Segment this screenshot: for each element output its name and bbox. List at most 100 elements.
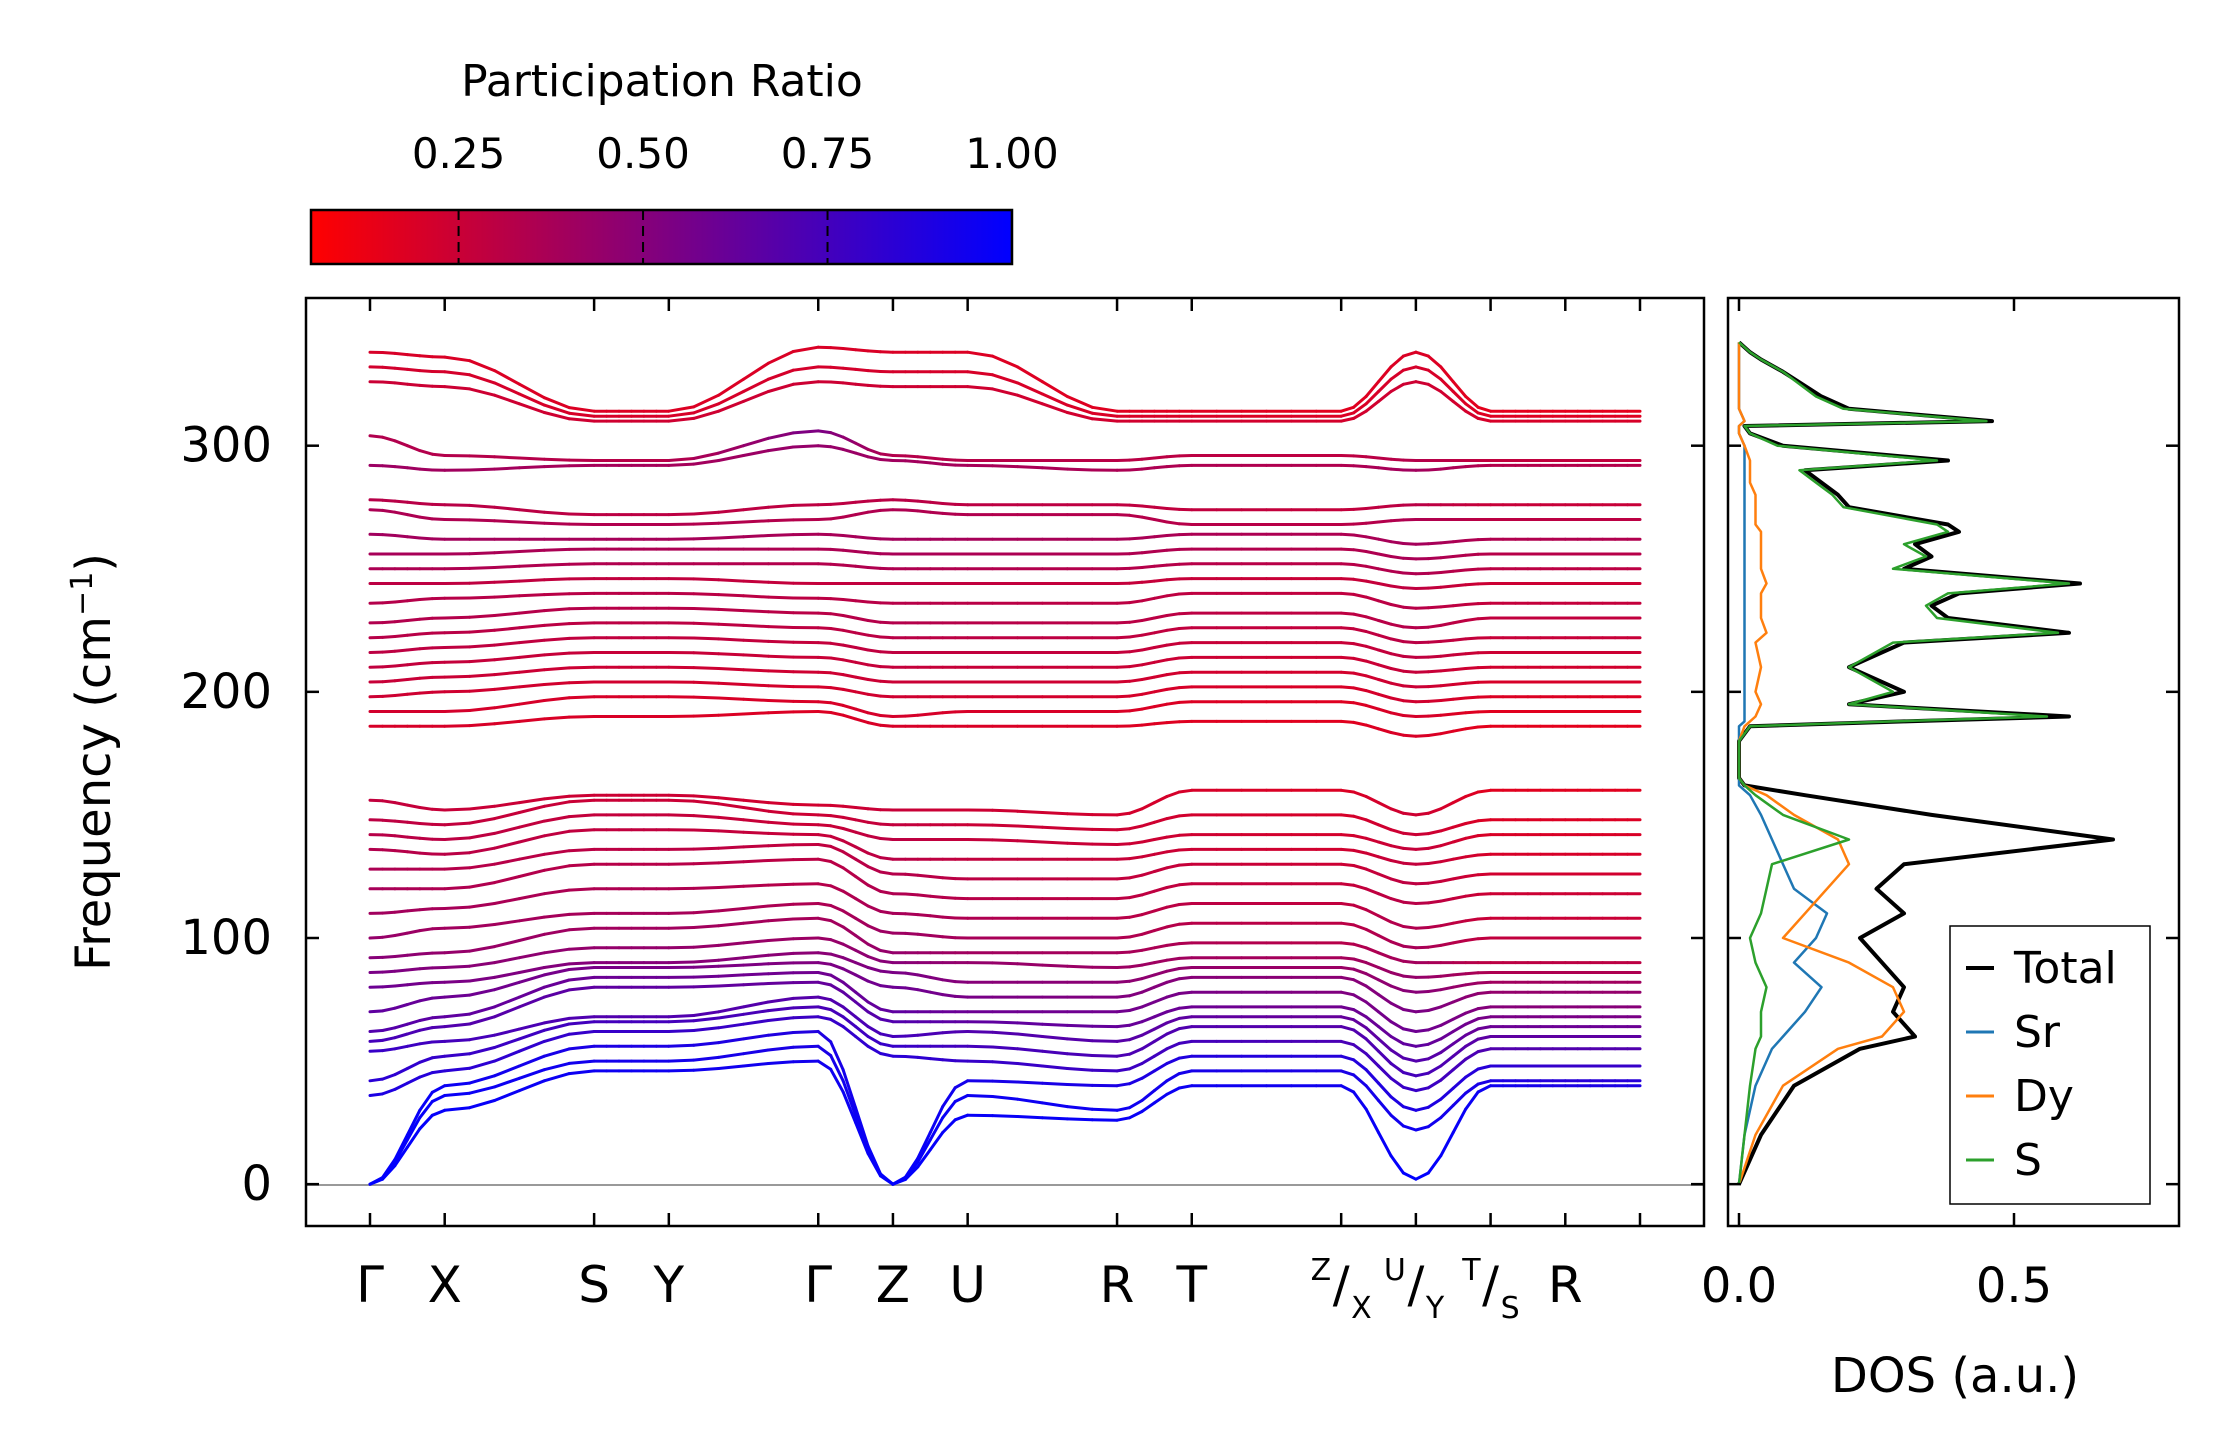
y-label-superscript: −1 <box>65 572 100 616</box>
band-segment <box>493 995 521 1009</box>
band-segment <box>829 671 845 677</box>
band-segment <box>928 1131 945 1152</box>
y-tick-label: 300 <box>180 418 272 474</box>
band-segment <box>1377 966 1393 974</box>
band-segment <box>468 1033 496 1042</box>
band-segment <box>1165 562 1181 567</box>
band-segment <box>928 500 945 505</box>
band-segment <box>418 822 434 826</box>
band-segment <box>1414 832 1430 837</box>
band-segment <box>1352 563 1368 568</box>
band-segment <box>1464 992 1480 999</box>
band-segment <box>1152 795 1169 805</box>
x-tick-label: X <box>428 1256 462 1314</box>
band-segment <box>829 656 845 662</box>
band-segment <box>1090 1039 1119 1043</box>
band-segment <box>1439 683 1455 688</box>
band-segment <box>1016 1097 1044 1105</box>
band-segment <box>1476 1015 1493 1021</box>
band-segment <box>916 1148 932 1169</box>
band-segment <box>1476 990 1493 995</box>
band-segment <box>766 431 795 440</box>
band-segment <box>1476 1064 1493 1071</box>
band-segment <box>991 823 1019 828</box>
band-segment <box>667 512 696 517</box>
band-segment <box>916 1032 932 1037</box>
band-segment <box>1065 1037 1094 1043</box>
band-segment <box>443 1052 472 1058</box>
band-segment <box>1389 467 1405 472</box>
band-segment <box>1389 897 1405 904</box>
band-segment <box>1339 577 1356 581</box>
band-segment <box>1364 1015 1380 1029</box>
band-segment <box>1339 416 1356 423</box>
band-segment <box>1389 1035 1405 1046</box>
band-segment <box>1377 840 1393 848</box>
band-segment <box>393 366 409 371</box>
band-segment <box>1451 603 1468 608</box>
band-segment <box>692 984 721 989</box>
band-segment <box>866 498 882 503</box>
band-segment <box>381 818 397 823</box>
band-segment <box>468 881 496 889</box>
band-segment <box>903 459 920 464</box>
band-segment <box>841 500 858 505</box>
band-segment <box>1451 1107 1468 1134</box>
band-segment <box>1364 520 1380 525</box>
band-segment <box>1152 850 1169 856</box>
band-segment <box>766 1016 795 1022</box>
band-segment <box>493 685 521 691</box>
band-segment <box>1439 921 1455 928</box>
band-segment <box>1389 844 1405 850</box>
band-segment <box>517 985 546 999</box>
band-segment <box>928 510 945 515</box>
band-segment <box>1165 992 1181 999</box>
band-segment <box>1401 1056 1418 1063</box>
band-segment <box>1040 402 1069 414</box>
band-segment <box>692 964 721 969</box>
band-segment <box>1364 1068 1380 1085</box>
band-segment <box>443 724 472 728</box>
band-segment <box>405 967 422 972</box>
band-segment <box>841 1068 858 1110</box>
band-segment <box>1115 1052 1131 1058</box>
band-segment <box>430 926 447 931</box>
band-segment <box>493 505 521 512</box>
band-segment <box>854 1025 870 1038</box>
band-segment <box>468 923 496 929</box>
band-segment <box>766 917 795 923</box>
band-segment <box>381 910 397 915</box>
band-segment <box>393 909 409 914</box>
band-segment <box>542 829 571 838</box>
band-segment <box>1476 1047 1493 1054</box>
band-segment <box>1040 840 1069 845</box>
band-segment <box>1115 601 1131 605</box>
band-segment <box>692 536 721 541</box>
band-segment <box>742 883 770 888</box>
band-segment <box>1414 945 1430 950</box>
band-segment <box>418 369 434 373</box>
band-segment <box>1426 899 1443 905</box>
band-segment <box>1128 1047 1144 1056</box>
band-segment <box>1016 1062 1044 1068</box>
band-segment <box>1364 644 1380 652</box>
band-segment <box>1364 1000 1380 1014</box>
band-segment <box>1140 722 1156 727</box>
band-segment <box>667 926 696 930</box>
band-segment <box>854 367 870 373</box>
band-segment <box>854 897 870 908</box>
band-segment <box>1464 552 1480 557</box>
x-tick-label-sub: S <box>1501 1291 1520 1326</box>
band-segment <box>841 1015 858 1029</box>
band-segment <box>1065 1105 1094 1111</box>
phonon-band <box>368 813 1642 851</box>
band-segment <box>692 799 721 806</box>
band-segment <box>405 850 422 855</box>
band-segment <box>742 806 770 813</box>
band-segment <box>517 578 546 583</box>
band-segment <box>854 1035 870 1048</box>
band-segment <box>493 956 521 965</box>
band-segment <box>791 822 820 827</box>
band-segment <box>443 1066 472 1073</box>
band-segment <box>1152 995 1169 1004</box>
